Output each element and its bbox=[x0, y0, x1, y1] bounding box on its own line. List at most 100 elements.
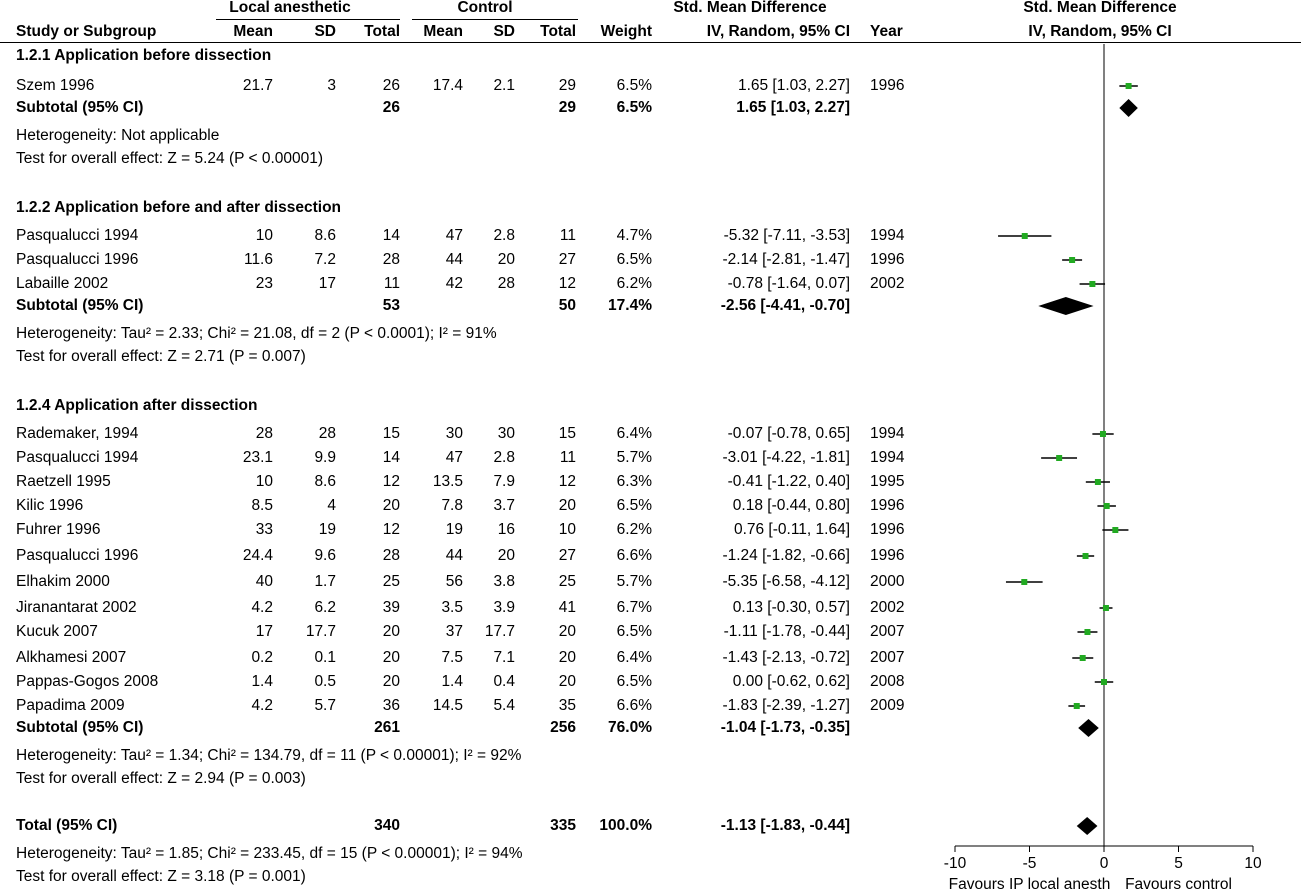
study-mean2: 44 bbox=[445, 547, 463, 564]
study-point bbox=[1056, 455, 1063, 461]
study-year: 2007 bbox=[870, 649, 905, 666]
x-tick-label: 0 bbox=[1100, 855, 1109, 872]
study-name: Pasqualucci 1996 bbox=[16, 547, 139, 564]
col-total1: Total bbox=[364, 23, 400, 40]
subtotal-label: Subtotal (95% CI) bbox=[16, 99, 144, 116]
study-sd1: 6.2 bbox=[314, 599, 336, 616]
study-ci: 0.13 [-0.30, 0.57] bbox=[732, 599, 850, 616]
pooled-diamond bbox=[1038, 297, 1094, 315]
study-year: 1996 bbox=[870, 77, 905, 94]
total-heterogeneity-text: Heterogeneity: Tau² = 1.85; Chi² = 233.4… bbox=[16, 845, 523, 862]
study-sd1: 17 bbox=[318, 275, 336, 292]
study-ci: 1.65 [1.03, 2.27] bbox=[737, 77, 850, 94]
study-sd1: 8.6 bbox=[314, 473, 336, 490]
study-mean1: 4.2 bbox=[251, 599, 273, 616]
study-n2: 25 bbox=[558, 573, 576, 590]
subgroup-title: 1.2.2 Application before and after disse… bbox=[16, 199, 342, 216]
study-sd2: 2.8 bbox=[493, 449, 515, 466]
study-point bbox=[1099, 431, 1106, 437]
group-header-local: Local anesthetic bbox=[229, 0, 351, 16]
study-sd2: 5.4 bbox=[493, 697, 515, 714]
control-underline bbox=[412, 19, 578, 20]
study-n1: 20 bbox=[382, 623, 400, 640]
study-mean2: 17.4 bbox=[432, 77, 463, 94]
study-weight: 6.5% bbox=[616, 673, 652, 690]
study-n1: 20 bbox=[382, 649, 400, 666]
group-header-control: Control bbox=[457, 0, 513, 16]
study-ci: 0.18 [-0.44, 0.80] bbox=[732, 497, 850, 514]
study-mean1: 40 bbox=[255, 573, 273, 590]
study-n1: 26 bbox=[382, 77, 400, 94]
study-n1: 28 bbox=[382, 251, 400, 268]
study-mean1: 1.4 bbox=[251, 673, 273, 690]
study-n2: 41 bbox=[558, 599, 576, 616]
study-mean2: 13.5 bbox=[432, 473, 463, 490]
study-point bbox=[1084, 629, 1091, 635]
study-sd2: 20 bbox=[497, 547, 515, 564]
study-name: Elhakim 2000 bbox=[16, 573, 110, 590]
col-mean2: Mean bbox=[423, 23, 463, 40]
study-mean1: 4.2 bbox=[251, 697, 273, 714]
study-weight: 6.4% bbox=[616, 649, 652, 666]
study-point bbox=[1089, 281, 1096, 287]
study-n1: 12 bbox=[382, 473, 400, 490]
study-n2: 35 bbox=[558, 697, 576, 714]
study-n2: 15 bbox=[558, 425, 576, 442]
study-n1: 20 bbox=[382, 497, 400, 514]
overall-effect-text: Test for overall effect: Z = 5.24 (P < 0… bbox=[16, 150, 324, 167]
study-year: 2007 bbox=[870, 623, 905, 640]
study-mean1: 24.4 bbox=[242, 547, 273, 564]
study-n2: 20 bbox=[558, 623, 576, 640]
study-name: Fuhrer 1996 bbox=[16, 521, 101, 538]
study-point bbox=[1079, 655, 1086, 661]
study-mean2: 1.4 bbox=[441, 673, 463, 690]
study-mean1: 11.6 bbox=[243, 251, 273, 268]
study-sd1: 9.6 bbox=[314, 547, 336, 564]
subtotal-ci: 1.65 [1.03, 2.27] bbox=[736, 99, 850, 116]
study-n1: 14 bbox=[382, 449, 400, 466]
subtotal-n1: 53 bbox=[382, 297, 400, 314]
study-n2: 11 bbox=[559, 227, 576, 244]
study-n2: 20 bbox=[558, 673, 576, 690]
study-name: Pappas-Gogos 2008 bbox=[16, 673, 159, 690]
study-mean1: 33 bbox=[255, 521, 273, 538]
smd-header-right: Std. Mean Difference bbox=[1023, 0, 1177, 16]
study-point bbox=[1073, 703, 1080, 709]
study-year: 1994 bbox=[870, 425, 905, 442]
total-n1: 340 bbox=[374, 817, 400, 834]
study-sd1: 0.5 bbox=[314, 673, 336, 690]
study-mean2: 19 bbox=[445, 521, 463, 538]
study-name: Pasqualucci 1994 bbox=[16, 449, 139, 466]
study-sd2: 2.8 bbox=[493, 227, 515, 244]
study-weight: 6.5% bbox=[616, 251, 652, 268]
study-mean2: 3.5 bbox=[441, 599, 463, 616]
study-mean2: 7.8 bbox=[441, 497, 463, 514]
study-name: Papadima 2009 bbox=[16, 697, 125, 714]
study-sd1: 5.7 bbox=[314, 697, 336, 714]
col-total2: Total bbox=[540, 23, 576, 40]
study-point bbox=[1094, 479, 1101, 485]
overall-effect-text: Test for overall effect: Z = 2.94 (P = 0… bbox=[16, 770, 306, 787]
study-point bbox=[1069, 257, 1076, 263]
study-name: Rademaker, 1994 bbox=[16, 425, 139, 442]
study-n2: 20 bbox=[558, 649, 576, 666]
col-year: Year bbox=[870, 23, 903, 40]
pooled-diamond bbox=[1078, 719, 1099, 737]
total-overall-effect-text: Test for overall effect: Z = 3.18 (P = 0… bbox=[16, 868, 306, 885]
total-n2: 335 bbox=[550, 817, 576, 834]
study-ci: -1.83 [-2.39, -1.27] bbox=[722, 697, 850, 714]
subtotal-weight: 17.4% bbox=[608, 297, 652, 314]
study-n2: 11 bbox=[559, 449, 576, 466]
study-n1: 15 bbox=[382, 425, 400, 442]
study-sd1: 8.6 bbox=[314, 227, 336, 244]
study-n1: 25 bbox=[382, 573, 400, 590]
subtotal-weight: 76.0% bbox=[608, 719, 652, 736]
study-mean1: 17 bbox=[255, 623, 273, 640]
study-weight: 6.7% bbox=[616, 599, 652, 616]
study-mean2: 47 bbox=[445, 449, 463, 466]
study-year: 2002 bbox=[870, 599, 905, 616]
study-weight: 6.6% bbox=[616, 547, 652, 564]
study-name: Kilic 1996 bbox=[16, 497, 84, 514]
study-sd1: 4 bbox=[327, 497, 336, 514]
